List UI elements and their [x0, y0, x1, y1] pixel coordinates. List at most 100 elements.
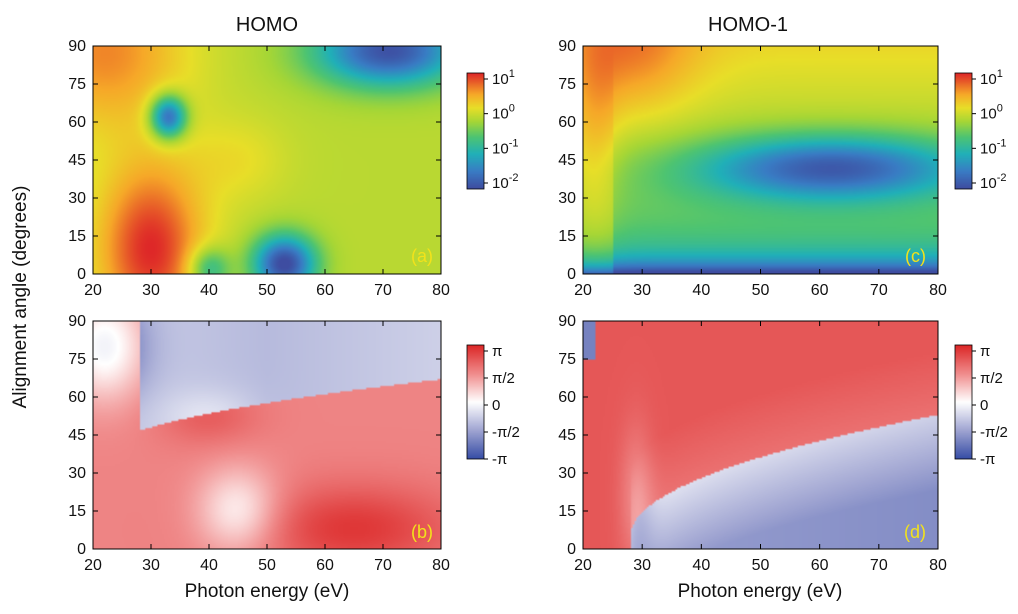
xtick-label: 40 — [692, 282, 710, 299]
heatmap-b — [93, 321, 441, 549]
colorbar-b-gradient — [467, 345, 484, 459]
ytick-label: 0 — [567, 266, 576, 283]
ytick-label: 90 — [68, 38, 86, 55]
colorbar-label: π/2 — [980, 370, 1003, 387]
panel-c: 0 15 30 45 60 75 90 20 30 40 50 60 70 80 (c) — [558, 38, 947, 299]
ytick-label: 15 — [68, 503, 86, 520]
xtick-label: 60 — [811, 282, 829, 299]
xtick-label: 70 — [374, 557, 392, 574]
title-homo-1: HOMO-1 — [708, 14, 788, 36]
ytick-label: 45 — [558, 152, 576, 169]
panel-label-c: (c) — [905, 246, 926, 266]
colorbar-d-labels: π π/2 0 -π/2 -π — [972, 343, 1008, 468]
xtick-label: 60 — [316, 282, 334, 299]
xtick-label: 30 — [142, 557, 160, 574]
colorbar-a: 101 100 10-1 10-2 — [466, 68, 518, 192]
colorbar-label: 101 — [980, 68, 1003, 88]
xtick-label: 40 — [692, 557, 710, 574]
ytick-label: 90 — [558, 313, 576, 330]
ytick-label: 30 — [558, 465, 576, 482]
colorbar-a-labels: 101 100 10-1 10-2 — [484, 68, 518, 192]
ytick-label: 60 — [68, 114, 86, 131]
panel-b: 0 15 30 45 60 75 90 20 30 40 50 60 70 80 (b) — [68, 313, 450, 574]
colorbar-label: 0 — [980, 397, 988, 414]
xtick-label: 70 — [374, 282, 392, 299]
xticks-d: 20 30 40 50 60 70 80 — [574, 321, 947, 574]
ytick-label: 0 — [567, 541, 576, 558]
xtick-label: 80 — [432, 557, 450, 574]
xtick-label: 20 — [574, 282, 592, 299]
xtick-label: 30 — [633, 557, 651, 574]
colorbar-label: 100 — [492, 103, 515, 123]
ytick-label: 30 — [68, 465, 86, 482]
xtick-label: 50 — [258, 282, 276, 299]
xtick-label: 60 — [316, 557, 334, 574]
heatmap-d — [583, 321, 938, 549]
xtick-label: 50 — [258, 557, 276, 574]
colorbar-label: 101 — [492, 68, 515, 88]
colorbar-label: 10-1 — [492, 137, 518, 157]
yticks-a: 0 15 30 45 60 75 90 — [68, 38, 441, 283]
colorbar-label: 10-2 — [492, 172, 518, 192]
panel-label-d: (d) — [904, 522, 926, 542]
xtick-label: 70 — [870, 557, 888, 574]
yticks-b: 0 15 30 45 60 75 90 — [68, 313, 441, 558]
xtick-label: 70 — [870, 282, 888, 299]
xticks-b: 20 30 40 50 60 70 80 — [84, 321, 450, 574]
ytick-label: 60 — [558, 389, 576, 406]
colorbar-d-gradient — [955, 345, 972, 459]
ytick-label: 60 — [558, 114, 576, 131]
colorbar-label: π/2 — [492, 370, 515, 387]
xtick-label: 20 — [84, 282, 102, 299]
ytick-label: 45 — [68, 152, 86, 169]
xtick-label: 30 — [142, 282, 160, 299]
xtick-label: 60 — [811, 557, 829, 574]
ytick-label: 75 — [68, 351, 86, 368]
xtick-label: 20 — [84, 557, 102, 574]
ytick-label: 0 — [77, 541, 86, 558]
ytick-label: 90 — [68, 313, 86, 330]
ytick-label: 90 — [558, 38, 576, 55]
panel-d: 0 15 30 45 60 75 90 20 30 40 50 60 70 80 (d) — [558, 313, 947, 574]
heatmap-a — [93, 46, 441, 274]
ytick-label: 45 — [558, 427, 576, 444]
xtick-label: 80 — [929, 557, 947, 574]
ytick-label: 30 — [68, 190, 86, 207]
colorbar-label: π — [492, 343, 502, 360]
xtick-label: 50 — [752, 557, 770, 574]
ytick-label: 30 — [558, 190, 576, 207]
xtick-label: 50 — [752, 282, 770, 299]
colorbar-c: 101 100 10-1 10-2 — [954, 68, 1006, 192]
colorbar-label: 10-1 — [980, 137, 1006, 157]
yticks-c: 0 15 30 45 60 75 90 — [558, 38, 938, 283]
ytick-label: 60 — [68, 389, 86, 406]
colorbar-d: π π/2 0 -π/2 -π — [954, 343, 1008, 468]
xtick-label: 40 — [200, 557, 218, 574]
colorbar-label: -π — [492, 451, 507, 468]
colorbar-label: 0 — [492, 397, 500, 414]
colorbar-b-labels: π π/2 0 -π/2 -π — [484, 343, 520, 468]
xlabel-d: Photon energy (eV) — [678, 581, 843, 602]
colorbar-label: -π/2 — [492, 424, 520, 441]
colorbar-label: -π — [980, 451, 995, 468]
panel-a: 0 15 30 45 60 75 90 20 30 40 50 60 70 80 (a) — [68, 38, 450, 299]
ytick-label: 15 — [558, 228, 576, 245]
xtick-label: 30 — [633, 282, 651, 299]
colorbar-a-gradient — [467, 73, 484, 189]
xtick-label: 20 — [574, 557, 592, 574]
ytick-label: 0 — [77, 266, 86, 283]
yticks-d: 0 15 30 45 60 75 90 — [558, 313, 938, 558]
ytick-label: 75 — [558, 351, 576, 368]
xticks-c: 20 30 40 50 60 70 80 — [574, 46, 947, 299]
ytick-label: 15 — [68, 228, 86, 245]
ytick-label: 75 — [558, 76, 576, 93]
xticks-a: 20 30 40 50 60 70 80 — [84, 46, 450, 299]
panel-label-a: (a) — [411, 246, 433, 266]
xlabel-b: Photon energy (eV) — [185, 581, 350, 602]
colorbar-label: π — [980, 343, 990, 360]
xtick-label: 80 — [929, 282, 947, 299]
ytick-label: 75 — [68, 76, 86, 93]
heatmap-c — [583, 46, 938, 274]
colorbar-c-gradient — [955, 73, 972, 189]
